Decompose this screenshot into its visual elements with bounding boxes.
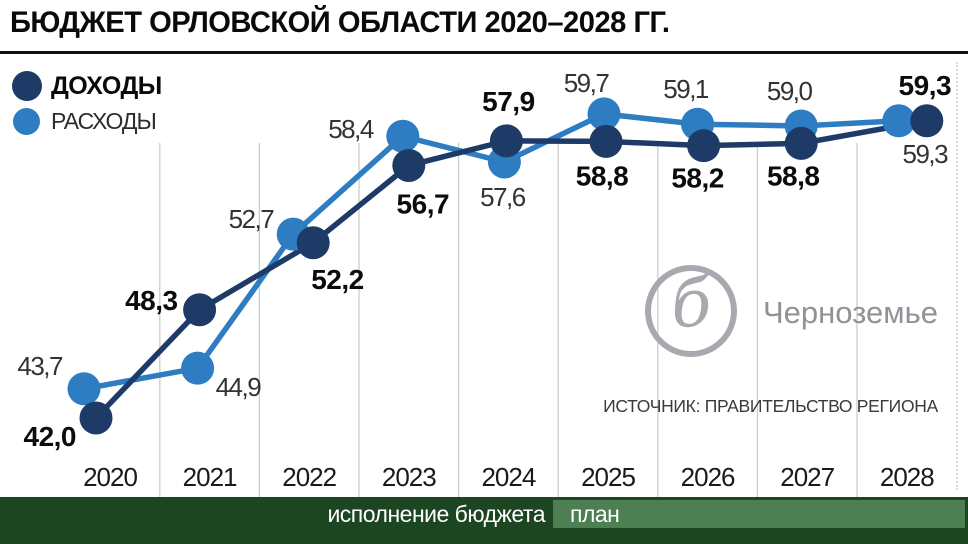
income-dot — [489, 124, 523, 158]
year-label: 2024 — [481, 462, 535, 492]
income-value-label: 59,3 — [899, 70, 952, 101]
income-dot — [910, 104, 944, 138]
legend-item-incomes: ДОХОДЫ — [12, 71, 162, 101]
income-value-label: 52,2 — [311, 264, 364, 295]
expense-dot — [587, 97, 621, 131]
income-value-label: 58,8 — [767, 160, 820, 191]
legend-item-expenses: РАСХОДЫ — [13, 108, 157, 135]
income-value-label: 56,7 — [397, 188, 450, 219]
expense-value-label: 59,1 — [663, 74, 709, 104]
expense-value-label: 57,6 — [480, 182, 526, 212]
income-dot — [183, 293, 217, 327]
expense-value-label: 52,7 — [229, 204, 275, 234]
income-value-label: 58,8 — [576, 160, 629, 191]
income-value-label: 42,0 — [24, 421, 77, 452]
expense-dot — [67, 372, 101, 406]
year-label: 2022 — [282, 462, 336, 492]
income-dot — [784, 126, 818, 160]
year-label: 2027 — [780, 462, 834, 492]
expense-value-label: 58,4 — [328, 114, 374, 144]
expense-dot — [181, 351, 215, 385]
expense-value-label: 59,3 — [902, 139, 948, 169]
expense-value-label: 59,0 — [767, 76, 813, 106]
legend-label-incomes: ДОХОДЫ — [51, 71, 162, 100]
footer-label-execution: исполнение бюджета — [327, 501, 545, 527]
income-dot — [296, 226, 330, 260]
logo-glyph: б — [668, 263, 714, 344]
perforated-edge-decoration — [956, 62, 958, 490]
source-attribution: ИСТОЧНИК: ПРАВИТЕЛЬСТВО РЕГИОНА — [603, 396, 938, 416]
incomes-swatch-icon — [12, 71, 42, 101]
footer-label-plan: план — [570, 501, 620, 527]
income-value-label: 48,3 — [125, 285, 178, 316]
year-label: 2020 — [83, 462, 137, 492]
title-divider — [0, 51, 968, 54]
footer-bar: исполнение бюджета план — [0, 497, 968, 544]
income-dot — [589, 124, 623, 158]
year-label: 2028 — [880, 462, 934, 492]
income-value-label: 57,9 — [482, 86, 535, 117]
expenses-swatch-icon — [13, 108, 40, 135]
year-label: 2025 — [581, 462, 635, 492]
expense-dot — [882, 104, 916, 138]
year-label: 2026 — [681, 462, 735, 492]
year-label: 2023 — [382, 462, 436, 492]
kommersant-logo-icon: б — [645, 263, 737, 357]
expense-dot — [386, 119, 420, 153]
income-dot — [79, 401, 113, 435]
brand-name: Черноземье — [763, 295, 938, 330]
legend-label-expenses: РАСХОДЫ — [51, 108, 157, 134]
income-dot — [392, 148, 426, 182]
expense-value-label: 44,9 — [216, 372, 262, 402]
plan-period-panel — [553, 500, 965, 528]
expense-value-label: 43,7 — [17, 351, 63, 381]
income-value-label: 58,2 — [671, 163, 724, 194]
year-label: 2021 — [183, 462, 237, 492]
income-dot — [687, 129, 721, 163]
expense-value-label: 59,7 — [564, 68, 610, 98]
page-title: БЮДЖЕТ ОРЛОВСКОЙ ОБЛАСТИ 2020–2028 ГГ. — [10, 6, 670, 39]
